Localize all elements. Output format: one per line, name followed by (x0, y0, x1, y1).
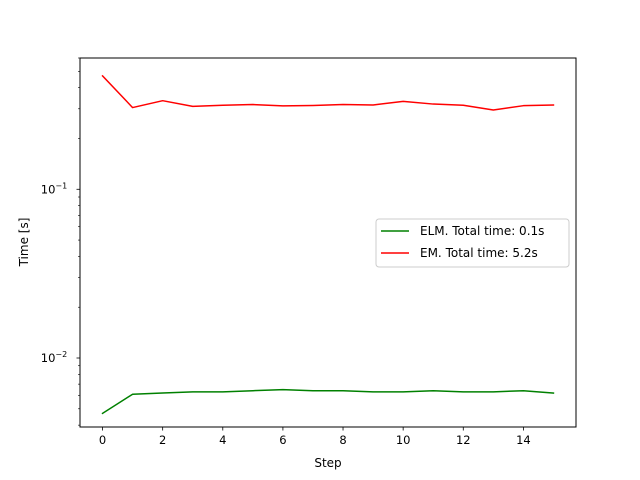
x-tick-label: 6 (279, 433, 286, 447)
y-tick-label: 10−1 (41, 181, 67, 196)
legend-label-1: EM. Total time: 5.2s (420, 246, 538, 260)
y-tick-label-base: 10 (41, 182, 56, 196)
y-tick-label-exponent: −2 (55, 350, 67, 359)
y-tick-label: 10−2 (41, 350, 67, 365)
legend: ELM. Total time: 0.1s EM. Total time: 5.2… (375, 218, 570, 268)
x-tick-label: 12 (456, 433, 471, 447)
y-axis-ticks: 10−210−1 (41, 57, 80, 426)
x-tick-label: 14 (516, 433, 531, 447)
x-tick-label: 10 (396, 433, 411, 447)
series-layer (101, 74, 555, 415)
x-axis-ticks: 0 2 4 6 8 10 12 14 (99, 427, 531, 447)
series-line-0 (101, 388, 555, 415)
x-tick-label: 8 (339, 433, 346, 447)
plot-frame (79, 57, 577, 428)
series-line-1 (101, 74, 555, 111)
y-tick-label-exponent: −1 (55, 181, 67, 190)
legend-label-0: ELM. Total time: 0.1s (420, 224, 544, 238)
y-axis-label: Time [s] (17, 218, 31, 268)
x-tick-label: 2 (159, 433, 166, 447)
legend-box (375, 218, 570, 268)
x-tick-label: 0 (99, 433, 106, 447)
x-tick-label: 4 (219, 433, 226, 447)
x-axis-label: Step (314, 456, 341, 470)
y-tick-label-base: 10 (41, 351, 56, 365)
